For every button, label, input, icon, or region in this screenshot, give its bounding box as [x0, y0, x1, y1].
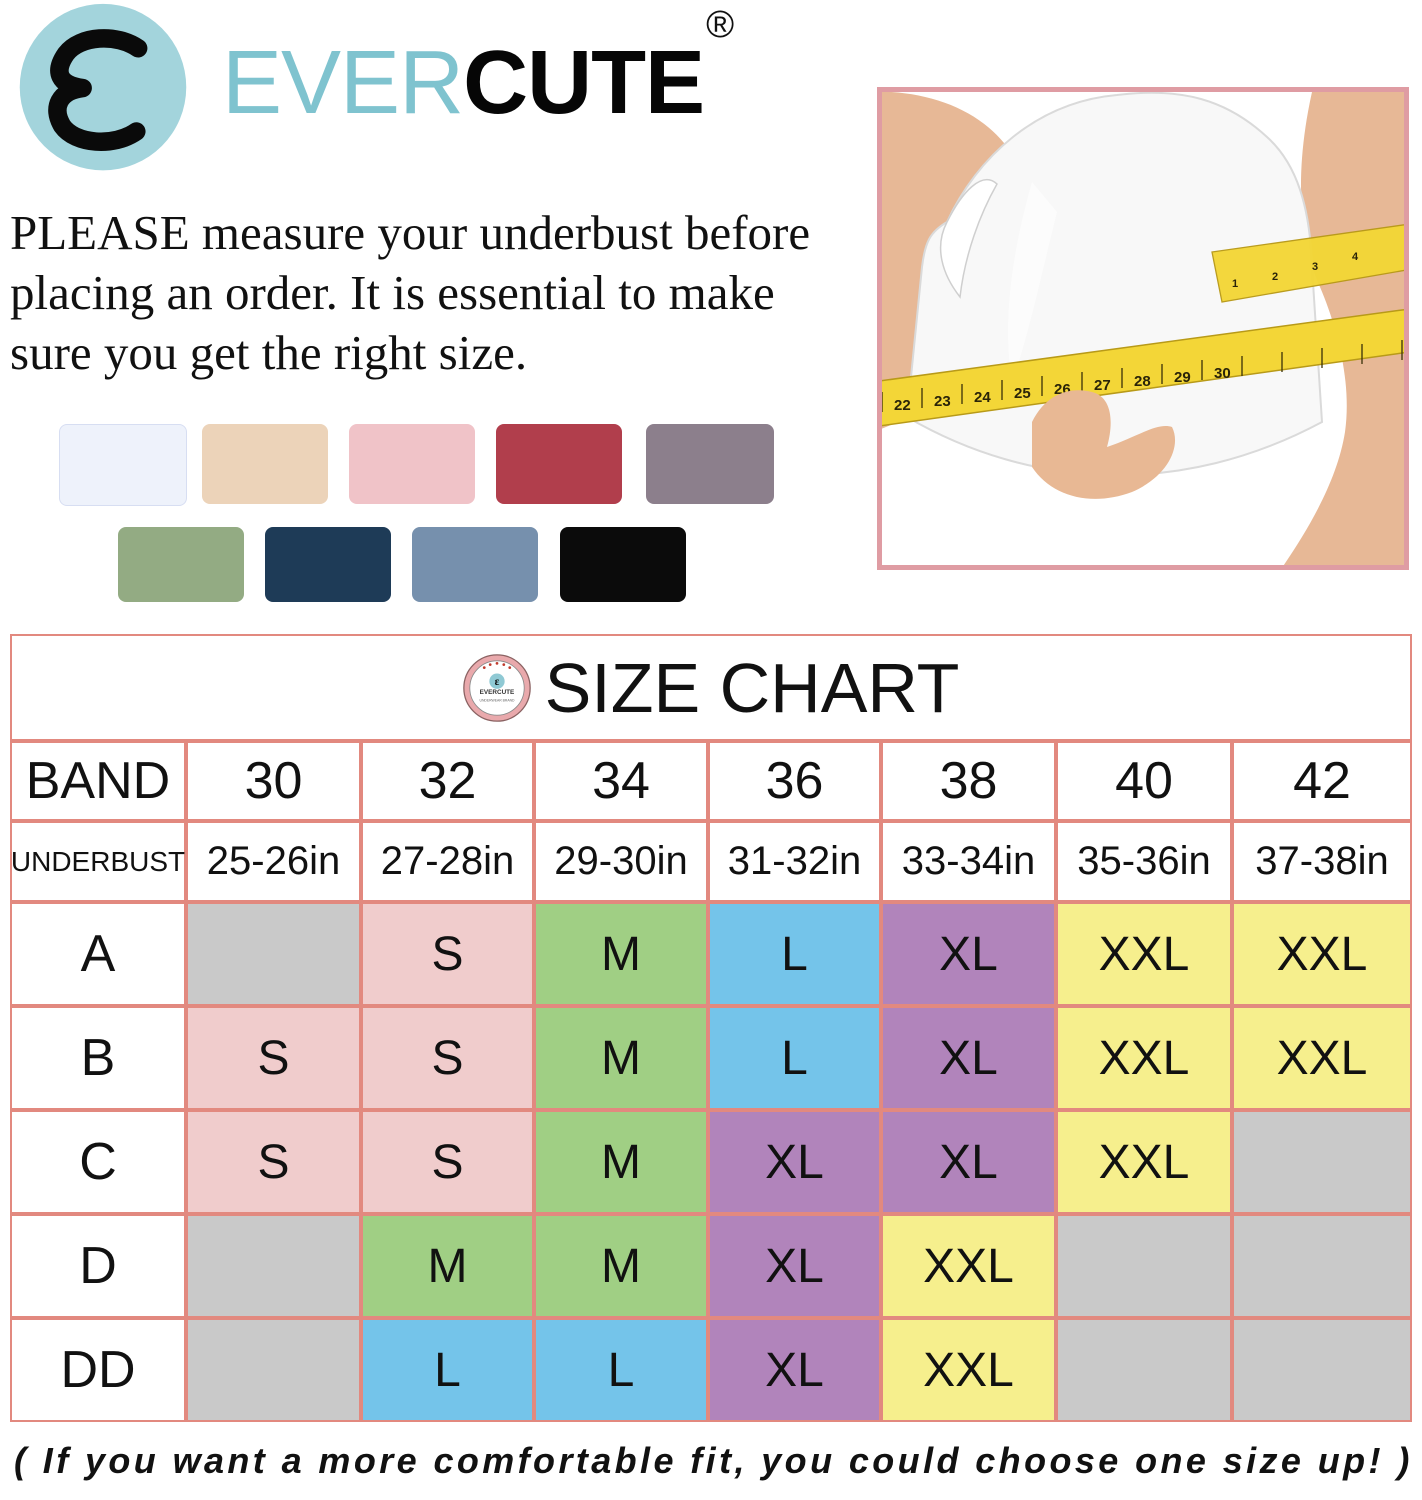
- svg-text:4: 4: [1352, 251, 1359, 263]
- svg-text:UNDERWEAR BRAND: UNDERWEAR BRAND: [479, 698, 515, 702]
- svg-text:29: 29: [1174, 369, 1191, 386]
- svg-text:22: 22: [894, 397, 911, 414]
- svg-text:25: 25: [1014, 385, 1031, 402]
- svg-text:27: 27: [1094, 377, 1111, 394]
- svg-text:1: 1: [1232, 278, 1238, 290]
- svg-text:EVERCUTE: EVERCUTE: [479, 688, 514, 695]
- svg-text:3: 3: [1312, 261, 1318, 273]
- svg-text:23: 23: [934, 393, 951, 410]
- svg-text:ε: ε: [494, 676, 499, 688]
- svg-text:30: 30: [1214, 365, 1231, 382]
- svg-text:2: 2: [1272, 271, 1278, 283]
- svg-text:24: 24: [974, 389, 991, 406]
- svg-text:28: 28: [1134, 373, 1151, 390]
